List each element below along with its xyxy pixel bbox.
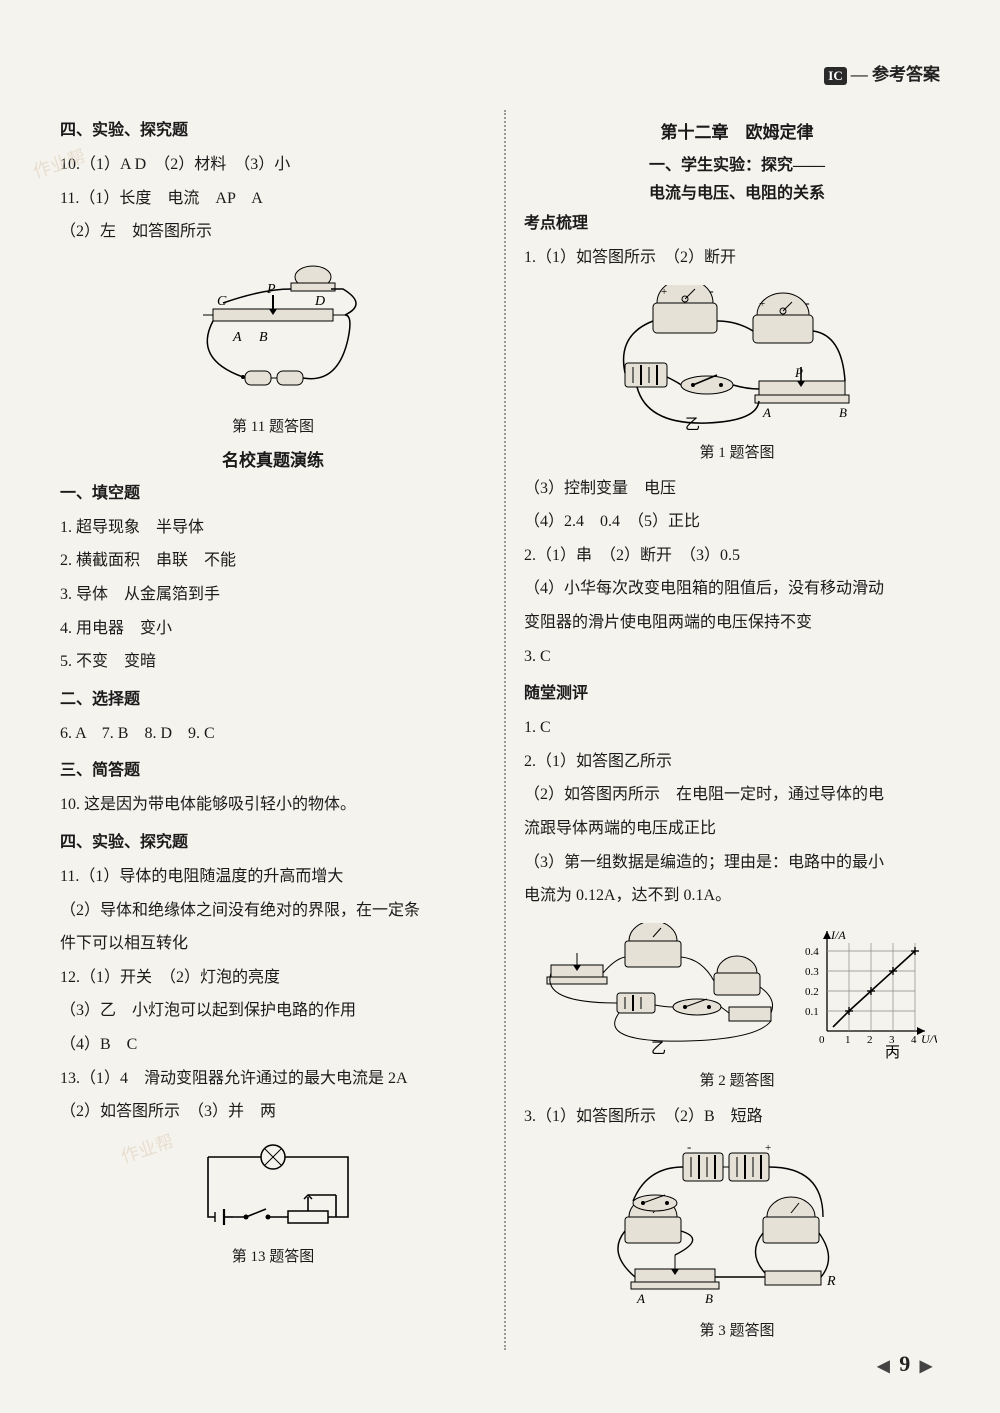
two-column-content: 四、实验、探究题 10.（1）A D （2）材料 （3）小 11.（1）长度 电… [60,110,950,1350]
svg-text:B: B [839,405,847,420]
answer-line: （2）导体和绝缘体之间没有绝对的界限，在一定条 [60,894,486,928]
svg-text:P: P [794,365,803,380]
label-a: A [232,330,242,345]
svg-text:I/A: I/A [830,928,846,942]
figure-11-caption: 第 11 题答图 [60,415,486,436]
label-d: D [314,294,325,309]
svg-text:-: - [687,1143,691,1154]
svg-text:1: 1 [845,1034,851,1046]
figure-r3-caption: 第 3 题答图 [524,1319,950,1340]
column-divider [504,110,506,1350]
section-heading: 考点梳理 [524,209,950,233]
answer-line: （3）乙 小灯泡可以起到保护电路的作用 [60,994,486,1028]
page-number-value: 9 [899,1351,910,1376]
figure-r3: - + A B [524,1143,950,1313]
figure-13 [60,1139,486,1239]
triangle-left-icon: ◀ [877,1358,889,1375]
answer-line: （4）B C [60,1028,486,1062]
answer-line: （4）2.4 0.4 （5）正比 [524,505,950,539]
answer-line: 5. 不变 变暗 [60,645,486,679]
badge-text: 参考答案 [872,65,940,84]
answer-line: 流跟导体两端的电压成正比 [524,812,950,846]
answer-line: （2）左 如答图所示 [60,215,486,249]
practice-title: 名校真题演练 [60,446,486,471]
answer-line: （2）如答图丙所示 在电阻一定时，通过导体的电 [524,778,950,812]
svg-text:4: 4 [911,1034,917,1046]
answer-line: 6. A 7. B 8. D 9. C [60,717,486,751]
circuit-and-chart-r2: 乙 [537,923,937,1063]
svg-text:A: A [636,1291,645,1306]
answer-line: 12.（1）开关 （2）灯泡的亮度 [60,961,486,995]
section-heading: 三、简答题 [60,756,486,780]
answer-line: 3. C [524,640,950,674]
answer-line: 11.（1）导体的电阻随温度的升高而增大 [60,860,486,894]
answer-line: 11.（1）长度 电流 AP A [60,182,486,216]
answer-line: 10.（1）A D （2）材料 （3）小 [60,148,486,182]
svg-text:-: - [709,285,714,299]
answer-line: （3）控制变量 电压 [524,472,950,506]
svg-text:-: - [805,296,810,311]
circuit-diagram-r3: - + A B [587,1143,887,1313]
figure-r2: 乙 [524,923,950,1063]
section-heading: 随堂测评 [524,679,950,703]
triangle-right-icon: ▶ [920,1358,932,1375]
section-heading: 二、选择题 [60,685,486,709]
answer-line: 1. C [524,711,950,745]
answer-line: 2.（1）串 （2）断开 （3）0.5 [524,539,950,573]
answer-line: 10. 这是因为带电体能够吸引轻小的物体。 [60,788,486,822]
circuit-diagram-11: C P D A B [163,259,383,409]
answer-line: 2. 横截面积 串联 不能 [60,544,486,578]
chapter-subtitle: 电流与电压、电阻的关系 [524,179,950,203]
svg-text:R: R [826,1274,836,1289]
svg-text:U/V: U/V [921,1032,937,1046]
svg-text:A: A [762,405,771,420]
page-number: ◀ 9 ▶ [873,1351,936,1377]
figure-r1-caption: 第 1 题答图 [524,441,950,462]
label-b: B [259,330,268,345]
chapter-title: 第十二章 欧姆定律 [524,118,950,143]
badge-icon: IC [824,67,846,85]
left-column: 四、实验、探究题 10.（1）A D （2）材料 （3）小 11.（1）长度 电… [60,110,500,1350]
section-heading: 四、实验、探究题 [60,828,486,852]
answer-line: 1.（1）如答图所示 （2）断开 [524,241,950,275]
badge-dash: — [851,65,868,84]
svg-text:+: + [765,1143,771,1154]
answer-line: 13.（1）4 滑动变阻器允许通过的最大电流是 2A [60,1062,486,1096]
answer-line: 4. 用电器 变小 [60,612,486,646]
figure-13-caption: 第 13 题答图 [60,1245,486,1266]
svg-text:+: + [661,286,667,298]
svg-text:0.4: 0.4 [805,946,819,958]
right-column: 第十二章 欧姆定律 一、学生实验：探究—— 电流与电压、电阻的关系 考点梳理 1… [510,110,950,1350]
circuit-diagram-r1: + - + - [587,285,887,435]
svg-text:2: 2 [867,1034,873,1046]
svg-text:丙: 丙 [885,1045,900,1061]
answer-line: 3. 导体 从金属箔到手 [60,578,486,612]
figure-r1: + - + - [524,285,950,435]
answer-line: 2.（1）如答图乙所示 [524,745,950,779]
answer-line: 3.（1）如答图所示 （2）B 短路 [524,1100,950,1134]
svg-text:0.2: 0.2 [805,986,819,998]
header-answers-badge: IC — 参考答案 [824,60,940,85]
answer-line: 变阻器的滑片使电阻两端的电压保持不变 [524,606,950,640]
svg-text:0.3: 0.3 [805,966,819,978]
answer-line: （3）第一组数据是编造的；理由是：电路中的最小 [524,846,950,880]
answer-line: 电流为 0.12A，达不到 0.1A。 [524,879,950,913]
circuit-diagram-13 [168,1139,378,1239]
svg-text:B: B [705,1291,713,1306]
svg-text:0: 0 [819,1034,825,1046]
svg-text:乙: 乙 [651,1041,666,1057]
figure-r2-caption: 第 2 题答图 [524,1069,950,1090]
answer-line: （4）小华每次改变电阻箱的阻值后，没有移动滑动 [524,572,950,606]
svg-text:+: + [759,298,765,310]
section-heading: 四、实验、探究题 [60,116,486,140]
answer-line: 件下可以相互转化 [60,927,486,961]
iv-chart: I/A 0.4 0.3 0.2 0.1 0 1 2 3 4 U/V [805,928,937,1061]
figure-11: C P D A B [60,259,486,409]
answer-line: （2）如答图所示 （3）并 两 [60,1095,486,1129]
svg-text:0.1: 0.1 [805,1006,819,1018]
section-heading: 一、填空题 [60,479,486,503]
chapter-subtitle: 一、学生实验：探究—— [524,151,950,175]
svg-text:乙: 乙 [685,417,700,433]
answer-line: 1. 超导现象 半导体 [60,511,486,545]
